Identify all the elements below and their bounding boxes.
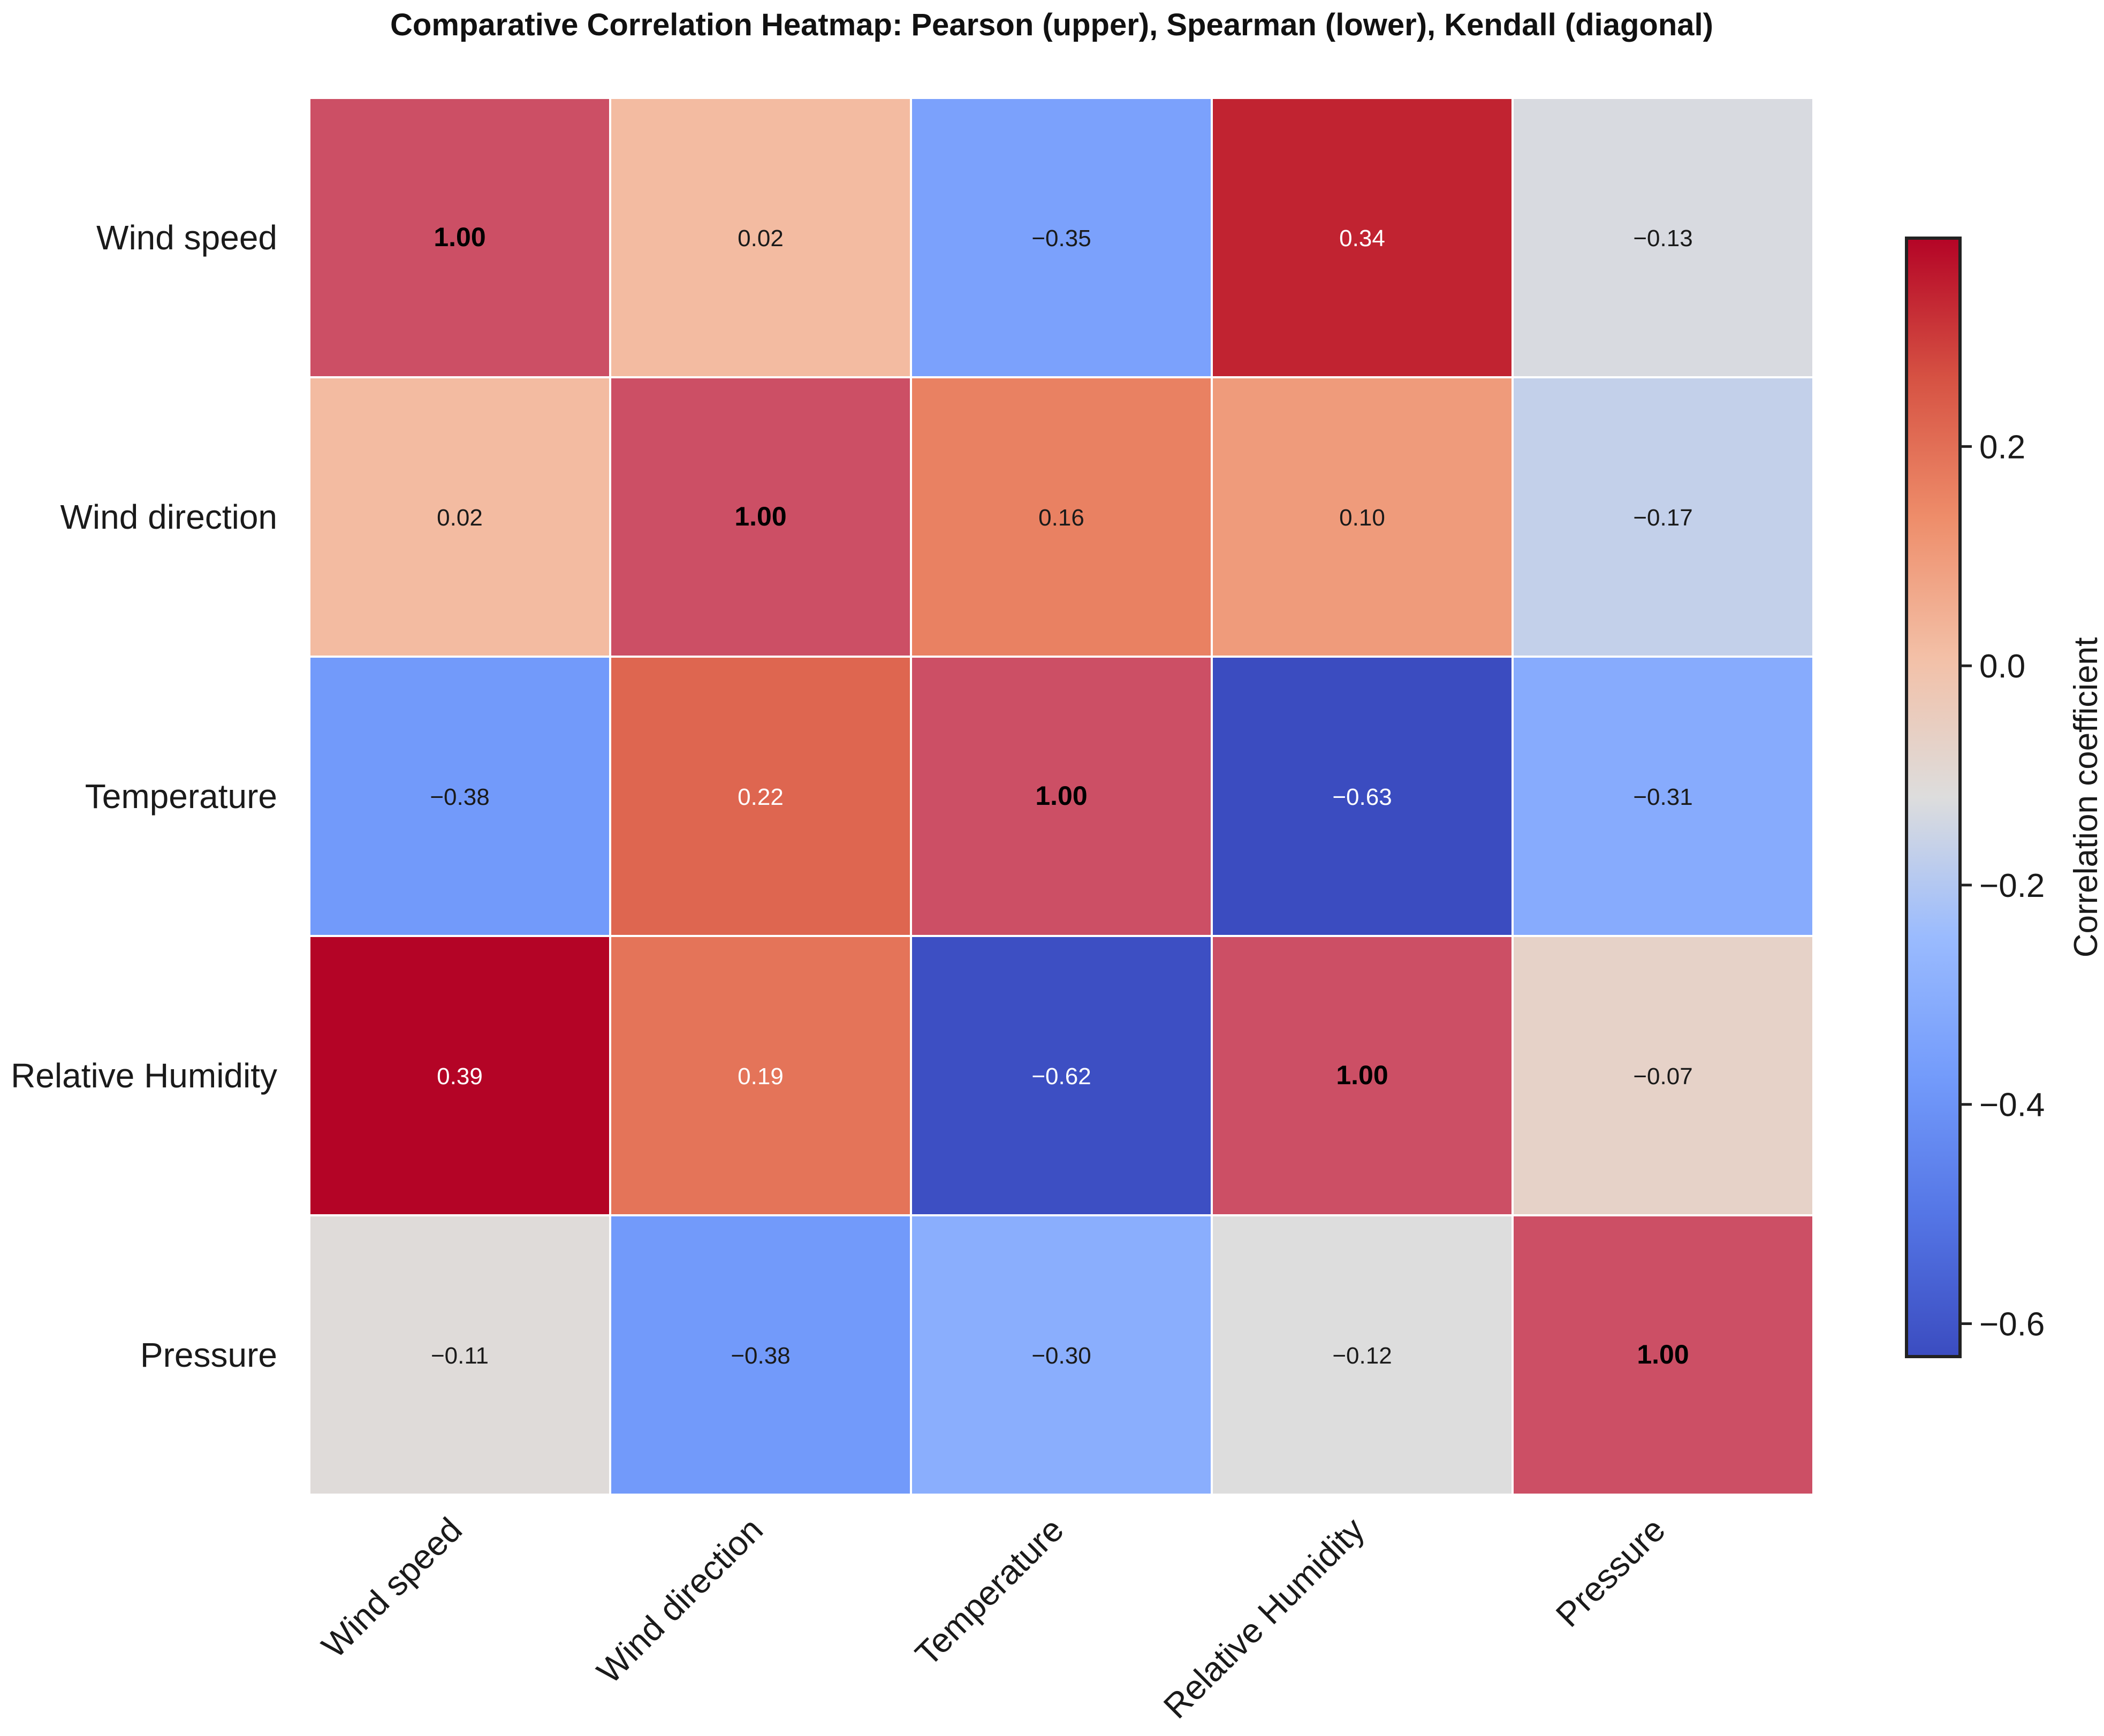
heatmap-cells [308, 97, 1814, 1496]
heatmap-cell-wind-direction-pressure [1511, 376, 1814, 658]
heatmap-value-label: −0.38 [731, 1343, 790, 1369]
heatmap-cell-pressure-pressure [1511, 1214, 1814, 1496]
row-labels: Wind speed Wind direction Temperature Relat… [11, 218, 277, 1374]
heatmap-value-label: 0.19 [738, 1063, 784, 1090]
chart-title: Comparative Correlation Heatmap: Pearson… [390, 7, 1713, 42]
heatmap-cell-temperature-wind-direction [609, 656, 912, 937]
heatmap-value-label: −0.35 [1031, 225, 1091, 252]
heatmap-cell-temperature-relative-humidity [1211, 656, 1514, 937]
row-label-pressure: Pressure [140, 1336, 277, 1374]
heatmap-cell-wind-direction-wind-speed [308, 376, 611, 658]
heatmap-value-label: 1.00 [1637, 1339, 1689, 1369]
column-label-wind-direction: Wind direction [589, 1510, 770, 1691]
heatmap-cell-wind-speed-temperature [910, 97, 1213, 378]
colorbar-tick-label: −0.2 [1979, 867, 2045, 904]
heatmap-value-label: 0.22 [738, 784, 784, 810]
heatmap-value-label: −0.63 [1332, 784, 1392, 810]
heatmap-cell-relative-humidity-wind-speed [308, 935, 611, 1216]
colorbar: 0.2 0.0 −0.2 −0.4 −0.6 Correlation coefficie… [1905, 237, 2104, 1358]
colorbar-ticks: 0.2 0.0 −0.2 −0.4 −0.6 [1960, 429, 2045, 1343]
heatmap-value-label: 1.00 [1035, 781, 1087, 811]
heatmap-cell-wind-speed-relative-humidity [1211, 97, 1514, 378]
heatmap-value-label: −0.30 [1031, 1343, 1091, 1369]
heatmap-value-labels: 1.00 0.02 −0.35 0.34 −0.13 0.02 1.00 0.16 0.10 −0… [430, 222, 1692, 1369]
colorbar-tick-label: 0.0 [1979, 648, 2025, 685]
heatmap-cell-temperature-pressure [1511, 656, 1814, 937]
heatmap-value-label: 0.39 [437, 1063, 483, 1090]
column-label-temperature: Temperature [908, 1510, 1071, 1673]
heatmap-cell-pressure-temperature [910, 1214, 1213, 1496]
column-label-wind-speed: Wind speed [314, 1510, 469, 1665]
heatmap-value-label: −0.07 [1633, 1063, 1692, 1090]
heatmap-value-label: 0.10 [1339, 505, 1385, 531]
heatmap-value-label: 1.00 [434, 222, 485, 252]
row-label-wind-speed: Wind speed [96, 218, 277, 257]
colorbar-tick-label: 0.2 [1979, 429, 2025, 466]
heatmap-cell-wind-direction-temperature [910, 376, 1213, 658]
heatmap-value-label: 0.16 [1038, 505, 1084, 531]
heatmap-value-label: −0.17 [1633, 505, 1692, 531]
heatmap-value-label: −0.12 [1332, 1343, 1392, 1369]
heatmap-cell-pressure-wind-speed [308, 1214, 611, 1496]
heatmap-value-label: 0.02 [437, 505, 483, 531]
heatmap-value-label: 1.00 [734, 501, 786, 531]
column-label-relative-humidity: Relative Humidity [1156, 1510, 1372, 1726]
row-label-relative-humidity: Relative Humidity [11, 1056, 277, 1095]
heatmap-cell-relative-humidity-temperature [910, 935, 1213, 1216]
heatmap-value-label: −0.13 [1633, 225, 1692, 252]
column-label-pressure: Pressure [1548, 1510, 1673, 1634]
heatmap-cell-wind-speed-wind-speed [308, 97, 611, 378]
colorbar-gradient [1905, 237, 1962, 1358]
heatmap-value-label: −0.38 [430, 784, 489, 810]
heatmap-cell-wind-speed-wind-direction [609, 97, 912, 378]
row-label-wind-direction: Wind direction [60, 498, 278, 536]
heatmap-value-label: −0.11 [431, 1343, 489, 1369]
heatmap-value-label: −0.62 [1031, 1063, 1091, 1090]
heatmap-value-label: 0.02 [738, 225, 784, 252]
heatmap-cell-relative-humidity-relative-humidity [1211, 935, 1514, 1216]
colorbar-label: Correlation coefficient [2068, 637, 2104, 958]
colorbar-tick-label: −0.4 [1979, 1087, 2045, 1124]
heatmap-cell-wind-speed-pressure [1511, 97, 1814, 378]
heatmap-cell-relative-humidity-wind-direction [609, 935, 912, 1216]
row-label-temperature: Temperature [85, 777, 277, 816]
heatmap-value-label: −0.31 [1633, 784, 1692, 810]
heatmap-cell-relative-humidity-pressure [1511, 935, 1814, 1216]
colorbar-tick-label: −0.6 [1979, 1306, 2045, 1343]
heatmap-cell-pressure-wind-direction [609, 1214, 912, 1496]
heatmap-cell-temperature-temperature [910, 656, 1213, 937]
heatmap-value-label: 0.34 [1339, 225, 1385, 252]
heatmap-value-label: 1.00 [1336, 1060, 1388, 1090]
column-labels: Wind speed Wind direction Temperature Relat… [314, 1510, 1673, 1726]
